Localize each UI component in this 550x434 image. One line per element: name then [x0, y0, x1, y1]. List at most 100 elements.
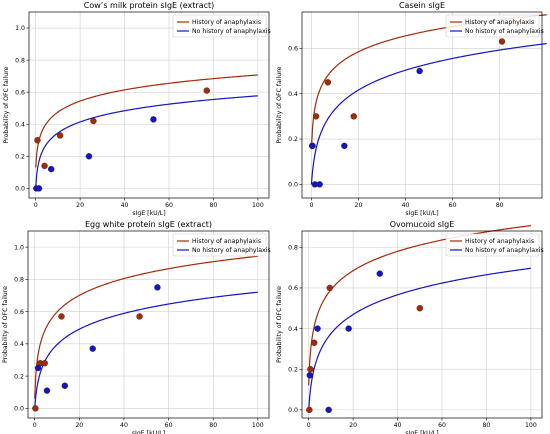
- x-tick-label: 40: [402, 202, 410, 209]
- anaphylaxis-data-point: [56, 132, 64, 139]
- legend-box: [172, 14, 267, 38]
- y-axis-label: Probability of OFC failure: [2, 286, 9, 363]
- x-tick-label: 20: [355, 202, 363, 209]
- x-axis-label: sIgE [kU/L]: [132, 430, 165, 434]
- x-tick-label: 0: [309, 202, 313, 209]
- y-tick-label: 0.2: [14, 373, 24, 380]
- y-tick-label: 0.6: [15, 89, 25, 96]
- y-tick-label: 0.4: [14, 341, 24, 348]
- legend: History of anaphylaxis No history of anap…: [172, 14, 271, 38]
- no-anaphylaxis-data-point: [314, 325, 321, 332]
- x-axis-label: sIgE [kU/L]: [132, 210, 165, 217]
- no-anaphylaxis-data-point: [154, 284, 161, 291]
- plot-frame: [28, 11, 270, 199]
- no-anaphylaxis-data-point: [316, 181, 323, 188]
- x-tick-label: 60: [165, 422, 173, 429]
- legend: History of anaphylaxis No history of anap…: [445, 233, 544, 257]
- anaphylaxis-data-point: [326, 284, 333, 292]
- anaphylaxis-fit-line: [34, 255, 258, 399]
- y-tick-label: 0.8: [14, 277, 24, 284]
- anaphylaxis-data-point: [90, 117, 97, 125]
- legend-label: No history of anaphylaxis: [192, 247, 271, 254]
- no-anaphylaxis-data-point: [85, 153, 93, 160]
- y-tick-label: 0.4: [15, 121, 25, 128]
- chart-panel-1: 0 20 40 60 80 100 0.0 0.2 0.4 0.6 0.8 1.0 Cow’s milk…: [3, 1, 271, 217]
- no-anaphylaxis-fit-line: [34, 291, 258, 409]
- plot-frame: [27, 230, 270, 419]
- legend-label: History of anaphylaxis: [192, 19, 261, 26]
- chart-panel-2: 0 20 40 60 80 0.0 0.2 0.4 0.6 Casein sIgE sIgE [kU…: [276, 1, 547, 217]
- chart-panel-3: 0 20 40 60 80 100 0.0 0.2 0.4 0.6 0.8 1.0 Egg white …: [2, 220, 271, 434]
- anaphylaxis-data-point: [41, 359, 48, 367]
- plot-frame: [301, 230, 543, 419]
- x-tick-label: 0: [307, 422, 311, 429]
- chart-title: Ovomucoid sIgE: [390, 220, 455, 229]
- x-tick-label: 0: [34, 202, 38, 209]
- x-tick-label: 20: [75, 422, 83, 429]
- anaphylaxis-data-point: [350, 113, 357, 120]
- y-tick-label: 0.2: [288, 136, 298, 143]
- y-tick-label: 0.2: [288, 366, 298, 373]
- x-tick-label: 0: [33, 422, 37, 429]
- y-tick-label: 0.8: [288, 244, 298, 251]
- y-tick-label: 0.6: [288, 285, 298, 292]
- legend-label: History of anaphylaxis: [192, 238, 261, 245]
- legend: History of anaphylaxis No history of anap…: [445, 14, 544, 38]
- y-tick-label: 0.4: [288, 91, 298, 98]
- no-anaphylaxis-data-point: [48, 165, 55, 173]
- no-anaphylaxis-data-point: [416, 67, 423, 75]
- x-tick-label: 40: [121, 202, 129, 209]
- anaphylaxis-data-point: [324, 79, 332, 86]
- x-tick-label: 100: [252, 202, 264, 209]
- no-anaphylaxis-data-point: [35, 185, 43, 192]
- y-tick-label: 0.4: [288, 326, 298, 333]
- legend-label: No history of anaphylaxis: [465, 28, 544, 35]
- anaphylaxis-data-point: [311, 339, 318, 346]
- legend-box: [445, 233, 540, 257]
- no-anaphylaxis-data-point: [89, 345, 96, 352]
- anaphylaxis-data-point: [416, 305, 423, 312]
- legend-label: History of anaphylaxis: [465, 238, 534, 245]
- no-anaphylaxis-data-point: [309, 142, 316, 150]
- legend-label: No history of anaphylaxis: [192, 28, 271, 35]
- y-tick-label: 0.0: [288, 407, 298, 414]
- chart-panel-4: 0 20 40 60 80 100 0.0 0.2 0.4 0.6 0.8 Ovomucoid sIg…: [276, 220, 544, 434]
- no-anaphylaxis-data-point: [341, 142, 348, 150]
- legend-label: No history of anaphylaxis: [465, 247, 544, 254]
- no-anaphylaxis-data-point: [325, 406, 332, 414]
- anaphylaxis-data-point: [34, 137, 41, 144]
- no-anaphylaxis-data-point: [43, 387, 51, 394]
- anaphylaxis-data-point: [203, 87, 210, 94]
- x-tick-label: 20: [76, 202, 84, 209]
- legend-label: History of anaphylaxis: [465, 19, 534, 26]
- chart-title: Cow’s milk protein sIgE (extract): [84, 1, 215, 10]
- y-tick-label: 0.0: [288, 182, 298, 189]
- no-anaphylaxis-data-point: [345, 325, 352, 332]
- anaphylaxis-data-point: [41, 162, 48, 170]
- anaphylaxis-data-point: [312, 113, 320, 120]
- anaphylaxis-fit-line: [35, 74, 258, 168]
- no-anaphylaxis-data-point: [34, 364, 42, 372]
- y-tick-label: 0.6: [14, 309, 24, 316]
- grid: [29, 12, 269, 198]
- y-axis-label: Probability of OFC failure: [276, 66, 283, 143]
- chart-title: Egg white protein sIgE (extract): [85, 220, 212, 229]
- legend-box: [172, 233, 267, 257]
- x-tick-label: 60: [438, 422, 446, 429]
- anaphylaxis-data-point: [306, 406, 313, 414]
- y-tick-label: 0.0: [14, 406, 24, 413]
- no-anaphylaxis-data-point: [306, 372, 313, 379]
- x-axis-label: sIgE [kU/L]: [405, 430, 438, 434]
- x-tick-label: 80: [210, 202, 218, 209]
- grid: [302, 231, 542, 418]
- y-tick-label: 0.2: [15, 154, 25, 161]
- x-tick-label: 60: [449, 202, 457, 209]
- no-anaphylaxis-fit-line: [308, 267, 531, 410]
- y-axis-label: Probability of OFC failure: [276, 286, 283, 363]
- x-tick-label: 40: [120, 422, 128, 429]
- y-tick-label: 0.0: [15, 186, 25, 193]
- plot-frame: [301, 11, 543, 199]
- no-anaphylaxis-data-point: [376, 270, 383, 277]
- x-tick-label: 40: [394, 422, 402, 429]
